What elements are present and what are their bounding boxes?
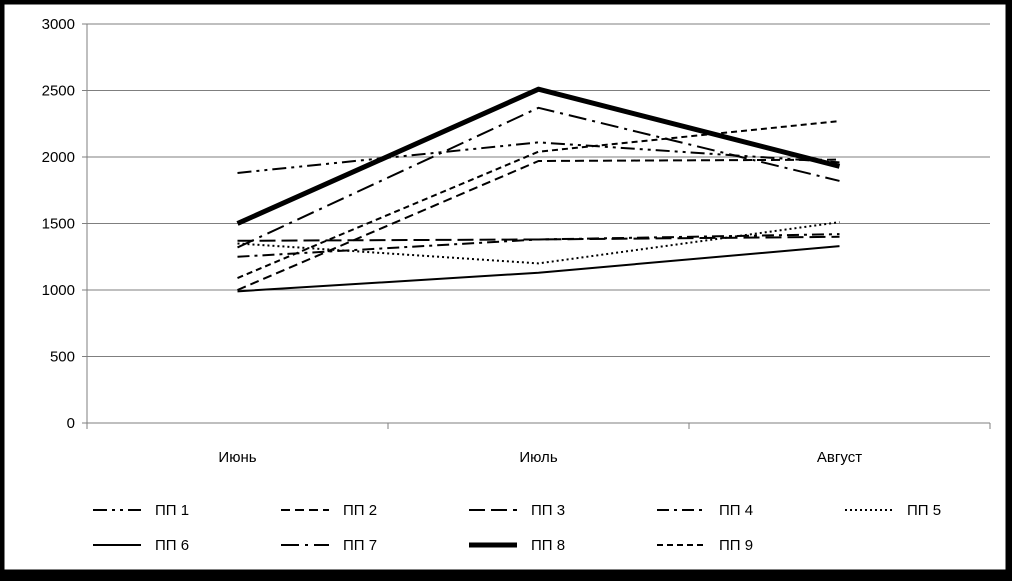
legend-label-9: ПП 9 xyxy=(719,537,753,554)
y-tick-label: 3000 xyxy=(42,16,75,33)
series-line-8 xyxy=(236,86,841,226)
x-tick-label: Июль xyxy=(519,449,557,466)
series-lines xyxy=(236,86,841,293)
series-line-2 xyxy=(237,158,840,291)
legend-label-4: ПП 4 xyxy=(719,502,753,519)
chart-area xyxy=(3,3,1007,571)
legend-label-6: ПП 6 xyxy=(155,537,189,554)
series-line-7 xyxy=(237,106,840,249)
legend-label-7: ПП 7 xyxy=(343,537,377,554)
y-tick-label: 0 xyxy=(67,415,75,432)
y-tick-label: 1500 xyxy=(42,216,75,233)
series-line-5 xyxy=(237,221,840,265)
legend-label-3: ПП 3 xyxy=(531,502,565,519)
y-tick-label: 2000 xyxy=(42,149,75,166)
legend-label-8: ПП 8 xyxy=(531,537,565,554)
axes: 0 500 1000 1500 2000 2500 3000 Июнь Июль Август xyxy=(42,16,991,466)
legend-label-1: ПП 1 xyxy=(155,502,189,519)
legend-label-2: ПП 2 xyxy=(343,502,377,519)
series-line-6 xyxy=(237,245,840,293)
legend-label-5: ПП 5 xyxy=(907,502,941,519)
y-tick-label: 1000 xyxy=(42,282,75,299)
x-tick-label: Июнь xyxy=(218,449,256,466)
legend: ПП 1 ПП 2 ПП 3 ПП 4 ПП 5 ПП 6 ПП 7 ПП 8 ПП 9 xyxy=(93,502,941,554)
x-tick-label: Август xyxy=(817,449,862,466)
y-tick-label: 500 xyxy=(50,349,75,366)
y-tick-label: 2500 xyxy=(42,83,75,100)
